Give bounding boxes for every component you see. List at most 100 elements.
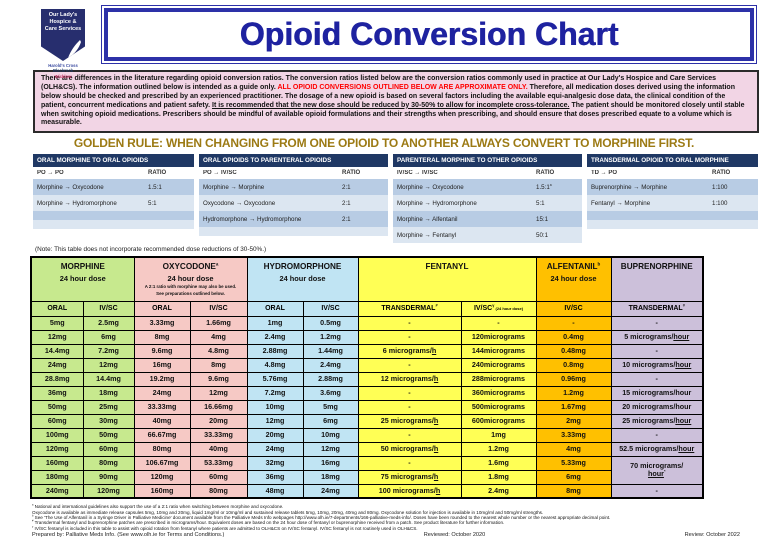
route-subheader: IV/SC <box>535 300 612 317</box>
dose-cell: 8mg <box>133 329 191 345</box>
intro-underlined: It is recommended that the new dose shou… <box>212 101 570 109</box>
dose-row: 24mg 12mg 16mg 8mg 4.8mg 2.4mg -240micrograms 0… <box>30 357 704 373</box>
dose-cell: 60mg <box>30 413 84 429</box>
dose-period-label: 24 hour dose <box>550 274 597 284</box>
dose-cell: 1mg <box>246 315 304 331</box>
ratio-table-title: ORAL MORPHINE TO ORAL OPIOIDS <box>33 154 194 168</box>
dose-cell: 80mg <box>82 455 135 471</box>
dose-cell: 8mg <box>189 357 248 373</box>
dose-cell: 33.33mg <box>189 427 248 443</box>
dose-cell: - <box>610 315 704 331</box>
conversion-label: Morphine → Alfentanil <box>397 215 458 223</box>
dose-cell: 25 micrograms/hour <box>610 413 704 429</box>
dose-cell: 24mg <box>133 385 191 401</box>
page-title: Opioid Conversion Chart <box>239 16 619 52</box>
ratio-row: Hydromorphone → Hydromorphone 2:1 <box>199 211 388 228</box>
dose-cell: 1.6mg <box>460 455 537 471</box>
conversion-label: Morphine → Hydromorphone <box>397 199 477 207</box>
footnote: b See 'The Use of Alfentanil in a Syring… <box>32 514 611 521</box>
drug-group-header: MORPHINE 24 hour dose <box>30 256 135 302</box>
dose-cell: 7.2mg <box>82 343 135 359</box>
location-label: Harold's Cross <box>48 63 78 68</box>
route-subheader: ORAL <box>30 300 84 317</box>
dose-cell: 100mg <box>30 427 84 443</box>
drug-group-header: ALFENTANILb 24 hour dose <box>535 256 612 302</box>
location-label: Wicklow <box>54 73 72 79</box>
dose-cell: 16.66mg <box>189 399 248 415</box>
dose-cell: 3.33mg <box>133 315 191 331</box>
ratio-header: RATIO <box>148 170 167 177</box>
route-header: PO → IV/SC <box>203 170 237 177</box>
dose-cell: 5 micrograms/hour <box>610 329 704 345</box>
dose-cell: 48mg <box>246 483 304 499</box>
conversion-label: Buprenorphine → Morphine <box>591 183 668 191</box>
logo-locations: Harold's Cross Blackrock Wicklow <box>38 63 88 79</box>
dose-cell: 180mg <box>30 469 84 485</box>
dose-cell: 0.48mg <box>535 343 612 359</box>
route-subheader: IV/SC <box>189 300 248 317</box>
dose-cell: 160mg <box>133 483 191 499</box>
dose-row: 36mg 18mg 24mg 12mg 7.2mg 3.6mg -360micrograms… <box>30 385 704 401</box>
route-header: IV/SC → IV/SC <box>397 170 438 177</box>
drug-name: BUPRENORPHINE <box>620 262 693 272</box>
dose-cell: 36mg <box>246 469 304 485</box>
dose-cell: 360micrograms <box>460 385 537 401</box>
drug-group-header: OXYCODONEa 24 hour dose A 2:1 ratio with m… <box>133 256 248 302</box>
dose-cell: 18mg <box>302 469 359 485</box>
dose-cell: 14.4mg <box>30 343 84 359</box>
dose-cell: 600micrograms <box>460 413 537 429</box>
intro-segment: The patient should be monitored closely … <box>41 101 745 127</box>
dose-cell: 240mg <box>30 483 84 499</box>
dose-cell: 12mg <box>82 357 135 373</box>
dose-cell: 24mg <box>30 357 84 373</box>
route-subheader: IV/SCγ (24 hour dose) <box>460 300 537 317</box>
dose-cell: - <box>610 483 704 499</box>
dose-cell: 32mg <box>246 455 304 471</box>
dose-cell: - <box>610 371 704 387</box>
intro-segment: Therefore, all medication doses derived … <box>41 83 735 109</box>
dose-cell: 1.2mg <box>302 329 359 345</box>
dose-cell: - <box>357 427 462 443</box>
dose-cell: 2.5mg <box>82 315 135 331</box>
ratio-row: Morphine → Fentanyl 50:1 <box>393 227 582 244</box>
ratio-table: ORAL MORPHINE TO ORAL OPIOIDS PO → PO RATI… <box>33 154 194 243</box>
ratio-header: RATIO <box>342 170 361 177</box>
dose-cell: 1.44mg <box>302 343 359 359</box>
dose-cell: 50mg <box>30 399 84 415</box>
conversion-label: Morphine → Morphine <box>203 183 265 191</box>
ratio-row <box>33 211 194 221</box>
footnote: # Transdermal fentanyl and buprenorphine… <box>32 519 505 526</box>
ratio-row: Morphine → Alfentanil 15:1 <box>393 211 582 228</box>
dose-cell: 7.2mg <box>246 385 304 401</box>
dose-cell: 50 micrograms/h <box>357 441 462 457</box>
ratio-table-title: TRANSDERMAL OPIOID TO ORAL MORPHINE <box>587 154 758 168</box>
route-subheader: IV/SC <box>82 300 135 317</box>
ratio-table-subheader: PO → IV/SC RATIO <box>199 167 388 180</box>
dose-cell: 19.2mg <box>133 371 191 387</box>
dose-cell: 3.33mg <box>535 427 612 443</box>
dose-cell: 2.88mg <box>246 343 304 359</box>
leaf-icon <box>68 40 81 58</box>
dose-cell: 2.88mg <box>302 371 359 387</box>
dose-cell: 12mg <box>189 385 248 401</box>
dose-cell: 6mg <box>302 413 359 429</box>
dose-cell: 9.6mg <box>133 343 191 359</box>
dose-row: 12mg 6mg 8mg 4mg 2.4mg 1.2mg -120micrograms 0.4… <box>30 329 704 345</box>
dose-period-label: 24 hour dose <box>59 274 106 284</box>
dose-cell: 1.8mg <box>460 469 537 485</box>
ratio-row: Morphine → Morphine 2:1 <box>199 179 388 196</box>
route-header: TD → PO <box>591 170 618 177</box>
dose-cell: 4.8mg <box>189 343 248 359</box>
dose-cell: 52.5 micrograms/hour <box>610 441 704 457</box>
dose-row: 120mg 60mg 80mg 40mg 24mg 12mg 50 micrograms/h… <box>30 441 704 457</box>
dose-cell: 16mg <box>302 455 359 471</box>
conversion-ratio-tables: ORAL MORPHINE TO ORAL OPIOIDS PO → PO RATI… <box>33 154 768 244</box>
dose-cell: 4mg <box>189 329 248 345</box>
route-subheader: IV/SC <box>302 300 359 317</box>
ratio-row: Oxycodone → Oxycodone 2:1 <box>199 195 388 212</box>
dose-cell: 6mg <box>535 469 612 485</box>
ratio-row: Morphine → Oxycodone 1.5:1a <box>393 179 582 196</box>
dose-cell: 15 micrograms/hour <box>610 385 704 401</box>
route-header-row: ORAL IV/SC ORAL IV/SC ORAL IV/SC TRANSDERMAL# I… <box>30 300 704 317</box>
dose-cell: 75 micrograms/h <box>357 469 462 485</box>
